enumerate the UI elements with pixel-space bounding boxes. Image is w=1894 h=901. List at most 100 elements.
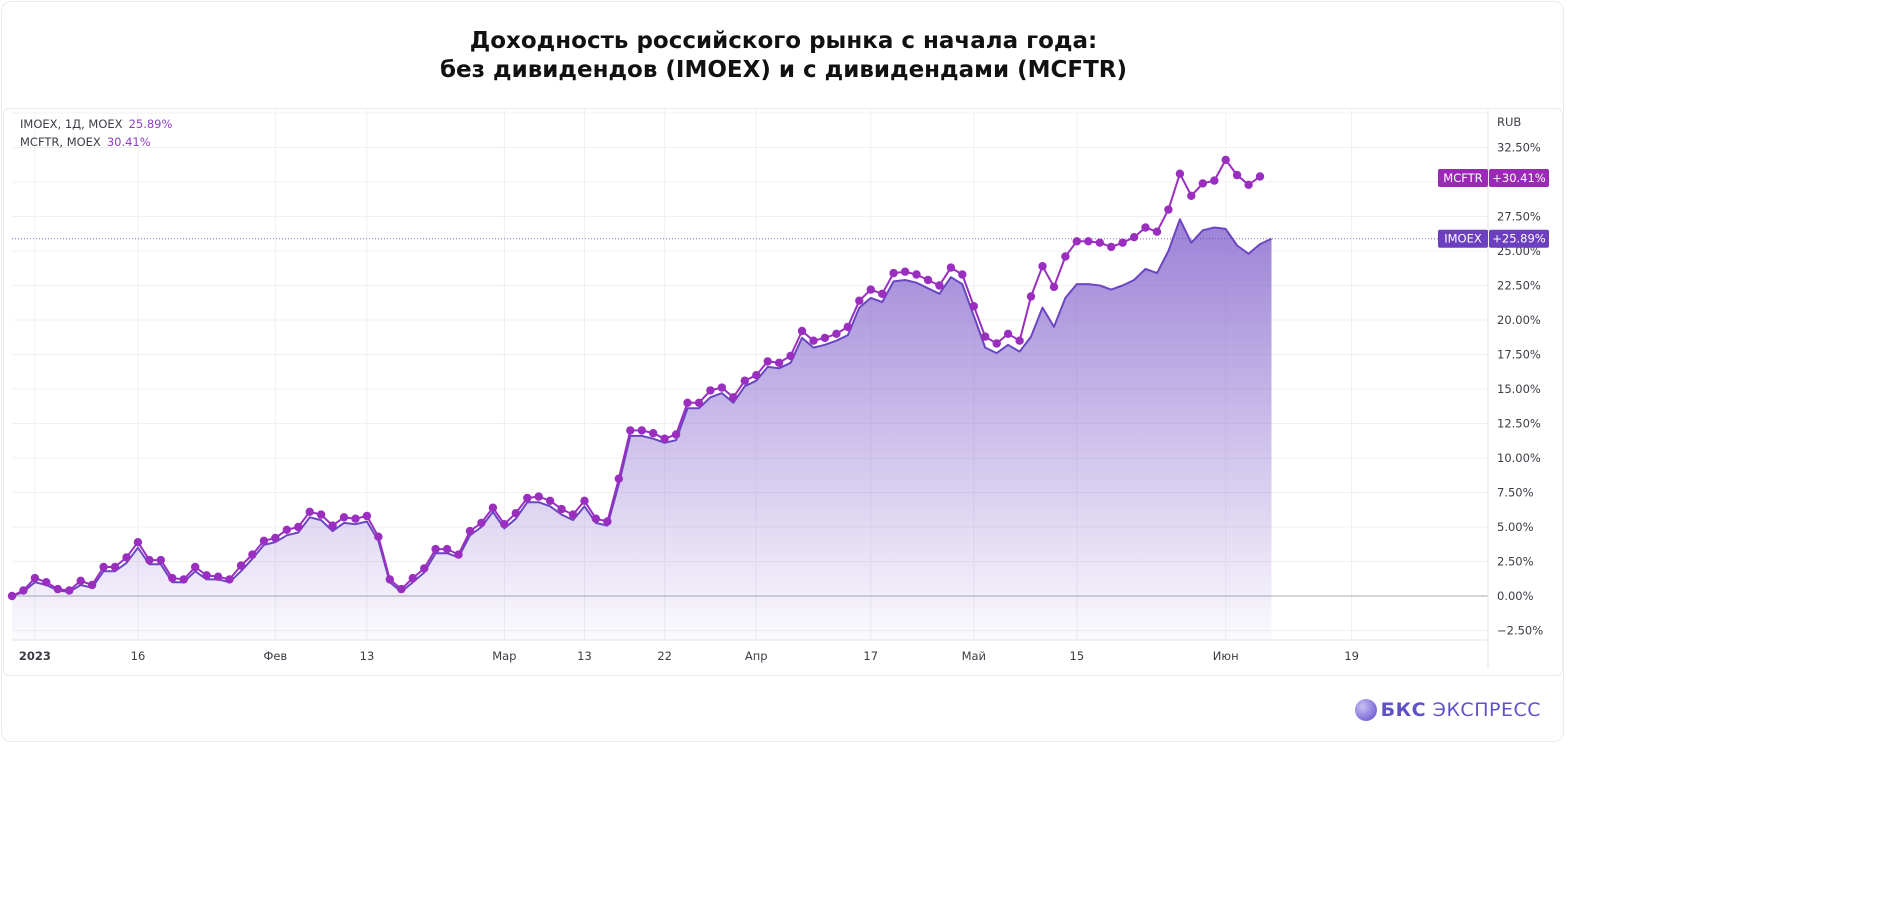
mcftr-point xyxy=(935,281,944,290)
mcftr-point xyxy=(717,383,727,392)
mcftr-point xyxy=(1061,252,1070,261)
mcftr-badge-name: MCFTR xyxy=(1443,171,1482,185)
y-tick-label: 12.50% xyxy=(1497,417,1541,431)
mcftr-point xyxy=(992,339,1001,348)
mcftr-point xyxy=(855,296,864,305)
y-tick-label: 32.50% xyxy=(1497,141,1541,155)
mcftr-point xyxy=(1038,262,1047,271)
mcftr-point xyxy=(328,521,337,530)
mcftr-point xyxy=(110,562,120,572)
label-layer: MCFTR +30.41% IMOEX +25.89% xyxy=(1438,169,1549,248)
mcftr-badge-value-bg xyxy=(1489,169,1549,187)
mcftr-point xyxy=(626,426,635,435)
mcftr-point xyxy=(1084,237,1093,246)
x-tick-label: 13 xyxy=(360,649,375,663)
mcftr-point xyxy=(294,522,303,532)
mcftr-point xyxy=(282,525,291,534)
y-axis-currency: RUB xyxy=(1497,115,1521,129)
brand-logo-block: БКС ЭКСПРЕСС xyxy=(1354,697,1541,723)
mcftr-point xyxy=(374,532,383,541)
x-tick-label: 17 xyxy=(863,649,878,663)
mcftr-point xyxy=(1232,170,1242,180)
mcftr-point xyxy=(477,518,486,528)
mcftr-point xyxy=(832,329,841,338)
x-tick-label: 2023 xyxy=(19,649,51,663)
mcftr-point xyxy=(958,270,967,279)
mcftr-point xyxy=(591,514,601,523)
mcftr-point xyxy=(236,561,246,570)
mcftr-point xyxy=(1164,205,1173,214)
mcftr-point xyxy=(145,555,154,565)
mcftr-point xyxy=(603,517,612,526)
mcftr-point xyxy=(1221,155,1230,165)
mcftr-point xyxy=(797,326,807,336)
mcftr-point xyxy=(912,270,921,279)
mcftr-point xyxy=(694,398,704,407)
chart-title: Доходность российского рынка с начала го… xyxy=(0,27,1567,85)
mcftr-point xyxy=(557,504,566,514)
legend-mcftr[interactable]: MCFTR, MOEX 30.41% xyxy=(20,135,151,149)
mcftr-point xyxy=(202,571,211,580)
axis-layer: RUB32.50%27.50%25.00%22.50%20.00%17.50%1… xyxy=(12,110,1543,668)
imoex-line xyxy=(11,218,1272,597)
imoex-area xyxy=(12,219,1272,641)
mcftr-point xyxy=(431,544,440,554)
mcftr-point xyxy=(225,575,234,584)
chart-svg[interactable]: RUB32.50%27.50%25.00%22.50%20.00%17.50%1… xyxy=(0,0,1567,745)
mcftr-point xyxy=(523,493,532,503)
mcftr-point xyxy=(1210,176,1219,185)
mcftr-point xyxy=(339,513,349,522)
title-line-2: без дивидендов (IMOEX) и с дивидендами (… xyxy=(440,57,1127,83)
mcftr-point xyxy=(580,496,589,505)
mcftr-point xyxy=(660,434,669,443)
mcftr-point xyxy=(1255,172,1265,181)
y-tick-label: 2.50% xyxy=(1497,555,1534,569)
mcftr-point xyxy=(1187,191,1196,200)
mcftr-point xyxy=(213,572,223,581)
mcftr-point xyxy=(168,573,177,583)
mcftr-badge-value: +30.41% xyxy=(1492,171,1546,185)
mcftr-point xyxy=(122,553,131,562)
mcftr-point xyxy=(683,398,692,407)
mcftr-point xyxy=(900,267,910,276)
mcftr-point xyxy=(1015,336,1024,345)
mcftr-point xyxy=(1198,179,1208,188)
legend-mcftr-label: MCFTR, MOEX xyxy=(20,135,101,149)
y-tick-label: 20.00% xyxy=(1497,313,1541,327)
mcftr-point xyxy=(99,562,108,572)
mcftr-point xyxy=(1244,180,1253,189)
mcftr-point xyxy=(820,333,830,343)
imoex-badge-name-bg xyxy=(1438,229,1488,248)
y-tick-label: 0.00% xyxy=(1497,589,1534,603)
mcftr-point xyxy=(442,544,452,554)
mcftr-point xyxy=(878,289,887,298)
legend-mcftr-value: 30.41% xyxy=(106,135,151,149)
mcftr-point xyxy=(191,562,200,572)
mcftr-point xyxy=(19,586,28,595)
imoex-badge: IMOEX +25.89% xyxy=(1438,229,1549,248)
mcftr-point xyxy=(545,496,555,505)
mcftr-point xyxy=(385,575,394,584)
brand-name-bold: БКС xyxy=(1380,699,1427,721)
y-tick-label: 27.50% xyxy=(1497,210,1541,224)
mcftr-point xyxy=(408,573,417,583)
mcftr-point xyxy=(969,302,978,311)
mcftr-point xyxy=(53,584,62,594)
legend-imoex[interactable]: IMOEX, 1Д, MOEX 25.89% xyxy=(20,117,172,131)
mcftr-point xyxy=(133,538,143,547)
mcftr-point xyxy=(1095,238,1105,247)
legend-imoex-value: 25.89% xyxy=(128,117,173,131)
mcftr-point xyxy=(649,429,658,438)
mcftr-point xyxy=(923,275,933,285)
mcftr-point xyxy=(1003,329,1013,338)
mcftr-point xyxy=(1049,282,1059,292)
mcftr-point xyxy=(671,430,681,439)
x-tick-label: Апр xyxy=(745,649,768,663)
mcftr-point xyxy=(397,584,406,594)
mcftr-point xyxy=(729,393,738,402)
mcftr-point xyxy=(500,520,509,529)
chart-panel[interactable] xyxy=(3,108,1563,676)
y-tick-label: 10.00% xyxy=(1497,451,1541,465)
mcftr-point xyxy=(706,386,715,395)
mcftr-point xyxy=(774,358,784,367)
